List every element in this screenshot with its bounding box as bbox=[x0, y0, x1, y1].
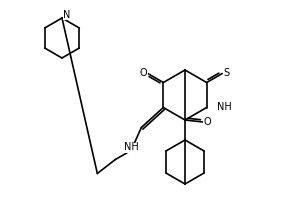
Text: NH: NH bbox=[124, 142, 139, 152]
Text: S: S bbox=[223, 68, 229, 77]
Text: O: O bbox=[203, 117, 211, 127]
Text: O: O bbox=[140, 68, 148, 77]
Text: NH: NH bbox=[217, 102, 231, 112]
Text: N: N bbox=[63, 10, 71, 20]
